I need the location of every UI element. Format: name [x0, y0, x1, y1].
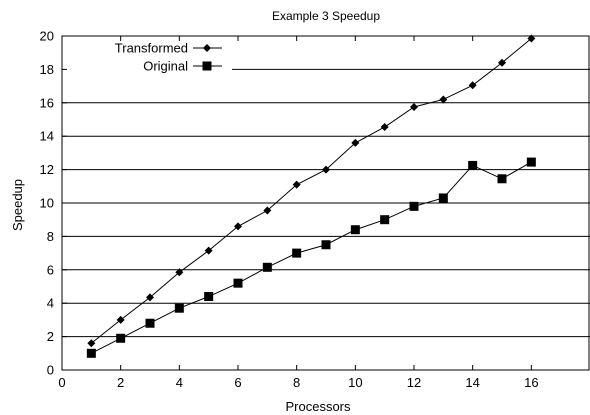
data-point-original-9: [321, 240, 331, 250]
y-tick-label-18: 18: [40, 62, 54, 77]
x-tick-label-16: 16: [524, 375, 538, 390]
data-point-original-13: [438, 193, 448, 203]
data-point-transformed-1: [87, 339, 96, 348]
data-point-transformed-11: [380, 123, 389, 132]
x-tick-label-2: 2: [117, 375, 124, 390]
y-tick-label-16: 16: [40, 95, 54, 110]
data-point-transformed-16: [527, 34, 536, 43]
axis-ticks: 0 2 4 6 8 10 12 14 16 18 20 0 2 4 6 8 10 12 14 16: [40, 29, 539, 391]
data-point-original-12: [409, 201, 419, 211]
chart-title: Example 3 Speedup: [272, 9, 380, 23]
data-point-transformed-7: [263, 206, 272, 215]
data-point-original-10: [350, 225, 360, 235]
data-point-original-7: [262, 262, 272, 272]
legend-label-original: Original: [143, 59, 188, 74]
data-point-original-6: [233, 278, 243, 288]
y-tick-label-6: 6: [47, 262, 54, 277]
series-line-original: [91, 161, 532, 354]
y-tick-label-14: 14: [40, 129, 54, 144]
y-tick-label-12: 12: [40, 162, 54, 177]
data-point-transformed-8: [292, 180, 301, 189]
x-tick-label-6: 6: [234, 375, 241, 390]
series-line-transformed: [91, 38, 532, 344]
legend: Transformed Original: [115, 41, 222, 74]
data-point-transformed-3: [146, 293, 154, 302]
x-tick-label-12: 12: [407, 375, 421, 390]
data-point-transformed-2: [116, 315, 125, 324]
data-point-transformed-5: [204, 246, 213, 255]
data-point-transformed-14: [468, 81, 477, 90]
x-tick-label-10: 10: [348, 375, 362, 390]
y-axis-label: Speedup: [10, 179, 25, 231]
data-point-transformed-4: [175, 268, 184, 277]
series-group: [86, 34, 536, 358]
gridlines: [62, 68, 590, 338]
data-point-transformed-6: [234, 222, 242, 231]
data-point-original-14: [468, 160, 478, 170]
data-point-transformed-13: [439, 95, 448, 104]
data-point-transformed-9: [322, 165, 330, 174]
y-tick-label-2: 2: [47, 329, 54, 344]
data-point-original-1: [86, 348, 96, 358]
x-axis-label: Processors: [285, 399, 351, 414]
data-point-original-15: [497, 174, 507, 184]
x-tick-label-14: 14: [465, 375, 479, 390]
y-tick-label-10: 10: [40, 196, 54, 211]
x-tick-label-0: 0: [58, 375, 65, 390]
data-point-original-2: [116, 333, 126, 343]
y-tick-label-0: 0: [47, 363, 54, 378]
y-tick-label-4: 4: [47, 296, 54, 311]
data-point-transformed-15: [498, 58, 506, 67]
y-tick-label-8: 8: [47, 229, 54, 244]
data-point-original-16: [526, 157, 536, 167]
legend-marker-original: [202, 61, 212, 71]
legend-marker-transformed: [203, 44, 211, 52]
data-point-original-3: [145, 318, 155, 328]
y-tick-label-20: 20: [40, 29, 54, 44]
x-tick-label-4: 4: [176, 375, 183, 390]
data-point-original-5: [204, 292, 214, 302]
series-transformed: [87, 34, 536, 348]
data-point-original-4: [174, 303, 184, 313]
data-point-transformed-12: [410, 102, 418, 111]
x-tick-label-8: 8: [293, 375, 300, 390]
data-point-original-11: [380, 215, 390, 225]
data-point-transformed-10: [351, 138, 360, 147]
data-point-original-8: [292, 248, 302, 258]
series-original: [86, 157, 536, 358]
legend-label-transformed: Transformed: [115, 41, 188, 56]
